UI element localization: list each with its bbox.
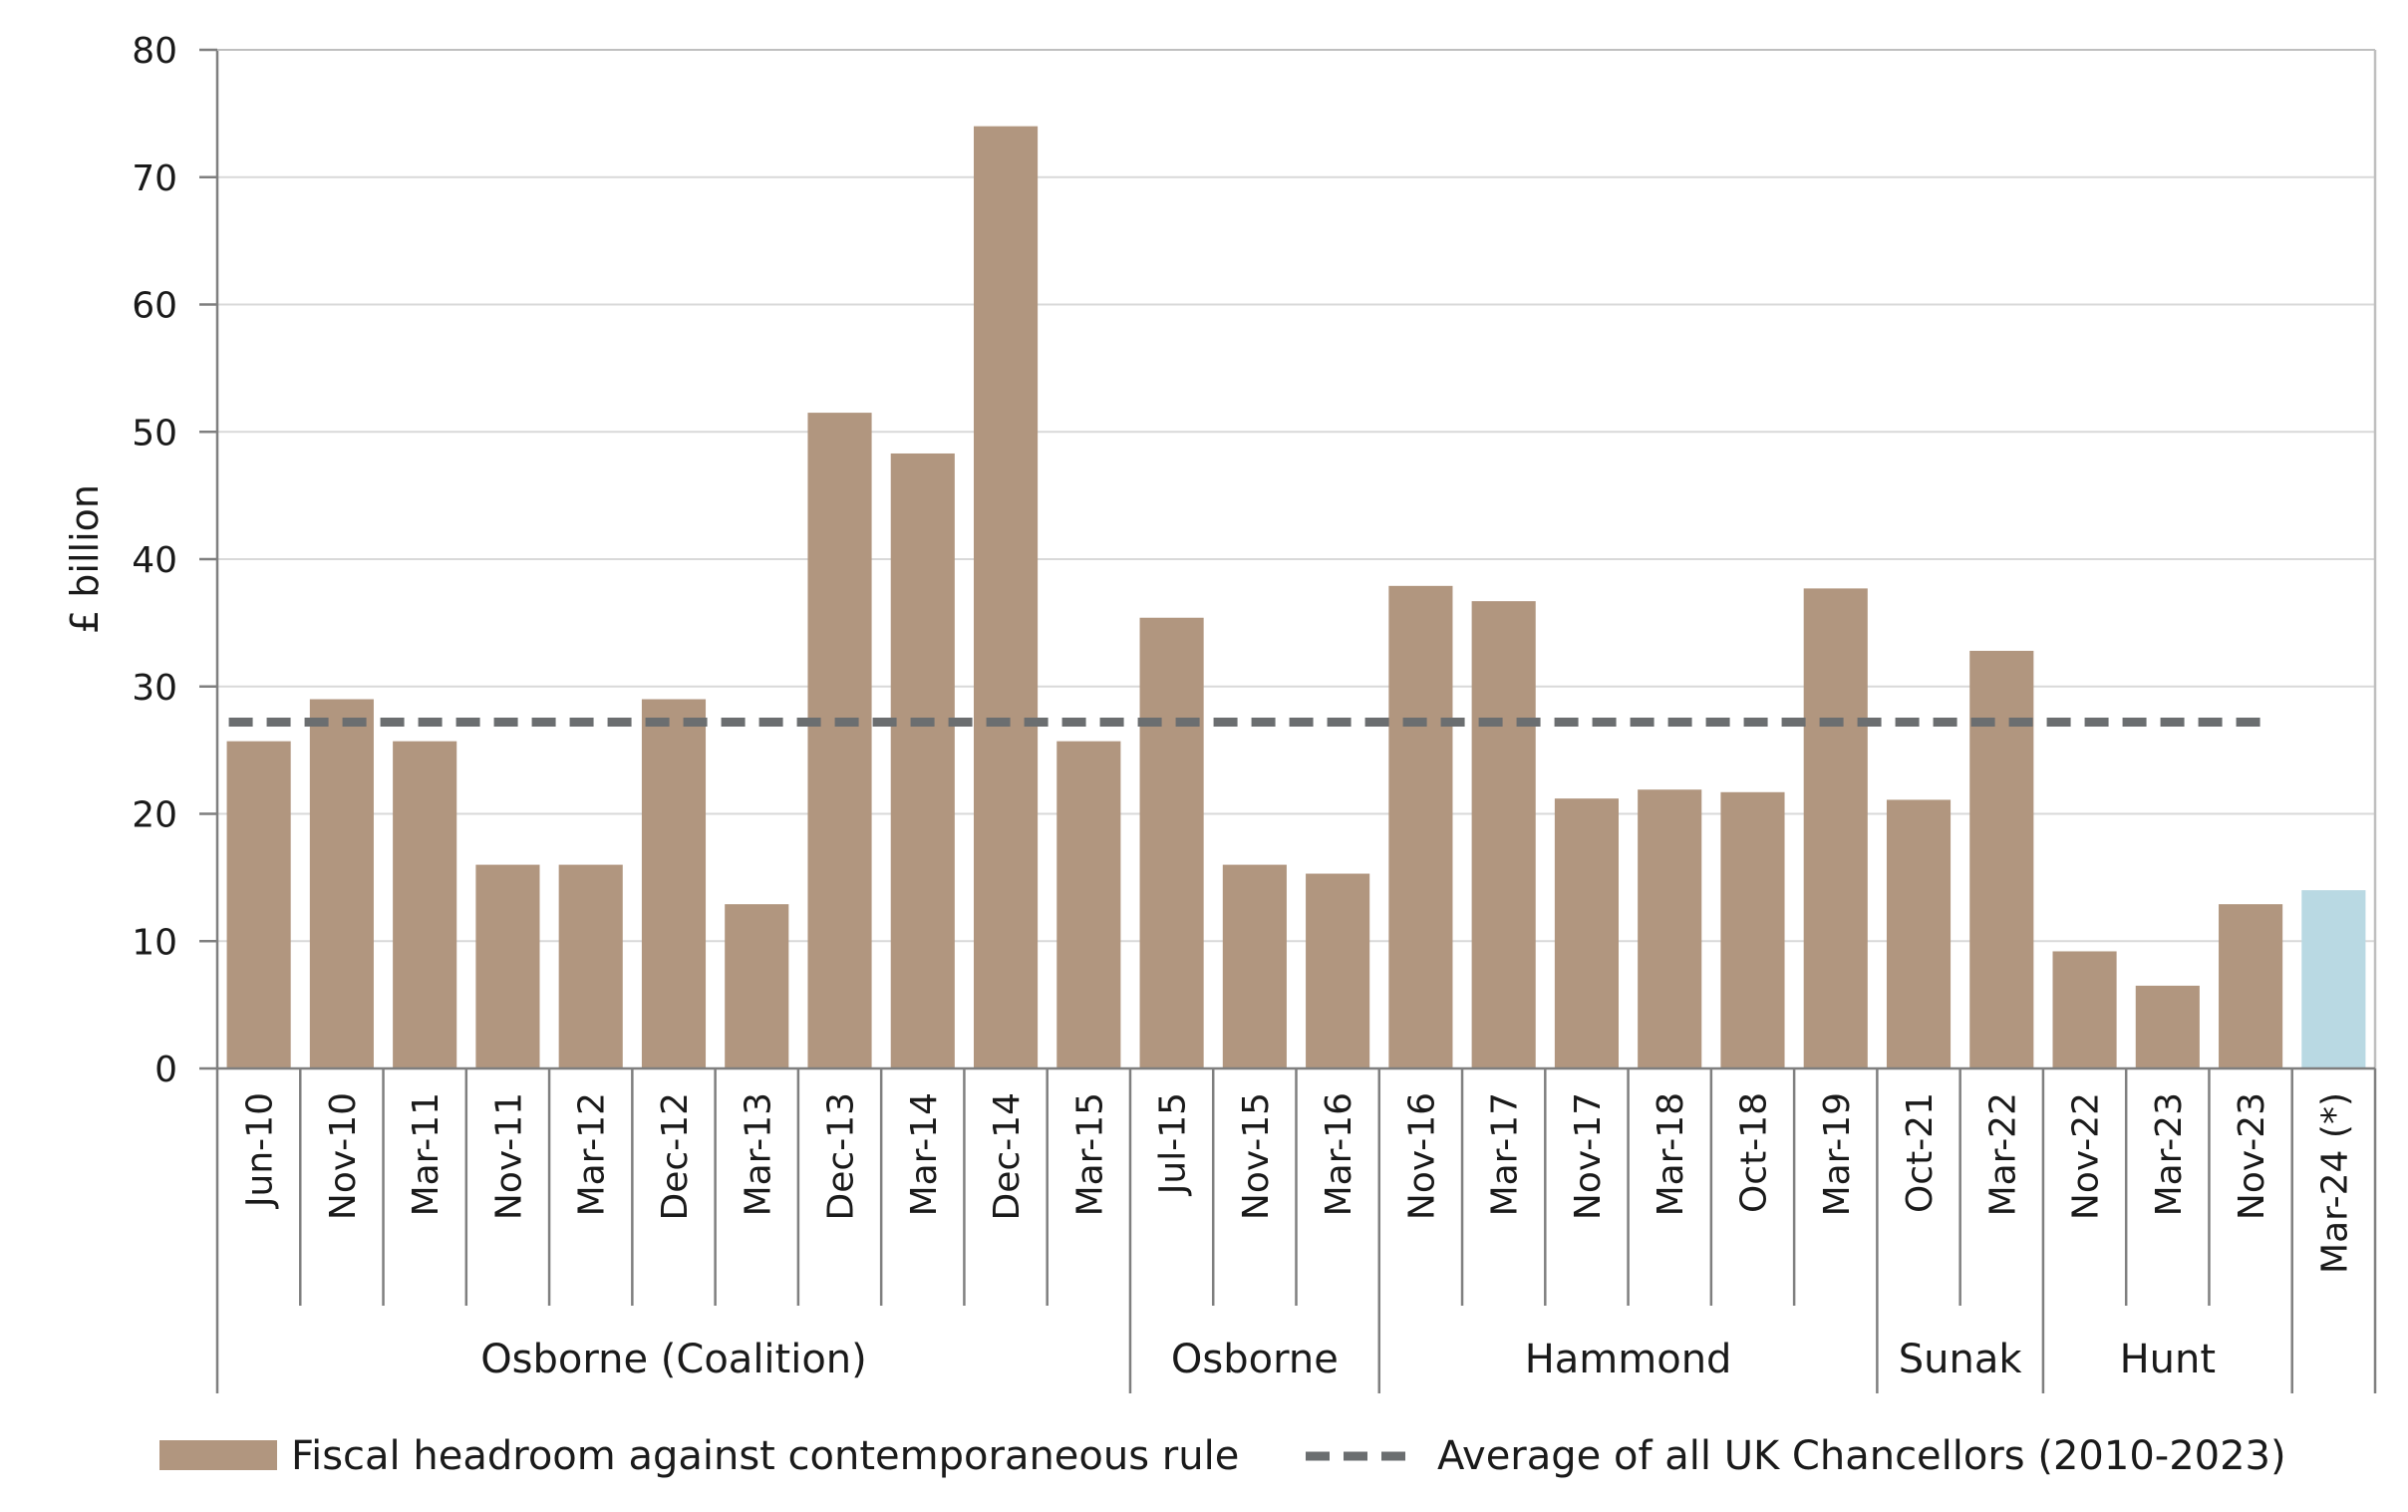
category-label: Jun-10 [240,1092,281,1209]
bar [2219,904,2283,1068]
category-label: Mar-22 [1982,1092,2023,1216]
bar [1306,873,1370,1068]
category-label: Mar-15 [1069,1092,1110,1216]
bar [2301,890,2366,1068]
bar [1554,798,1620,1068]
category-label: Dec-13 [821,1092,862,1220]
bar [309,699,374,1068]
group-label: Osborne (Coalition) [480,1337,867,1382]
category-label: Jul-15 [1153,1092,1194,1196]
category-label: Nov-22 [2066,1092,2107,1220]
bar [973,126,1039,1068]
y-tick-labels: 0 10 20 30 40 50 60 70 80 [132,31,177,1090]
bar [393,741,457,1068]
group-label: Osborne [1171,1337,1339,1382]
category-labels: Jun-10 Nov-10 Mar-11 Nov-11 Mar-12 Dec-12 Mar-… [240,1092,2356,1274]
bar [226,741,291,1068]
category-label: Nov-23 [2232,1092,2272,1220]
category-label: Dec-12 [655,1092,696,1220]
category-label: Mar-16 [1319,1092,1359,1216]
bars [226,126,2366,1068]
y-tick-label: 10 [132,922,177,963]
group-label: Hammond [1525,1337,1732,1382]
axes [199,48,2377,1393]
bar [1222,864,1287,1068]
category-label: Oct-21 [1900,1092,1941,1213]
category-label: Dec-14 [987,1092,1028,1220]
bar [1803,588,1868,1068]
y-tick-label: 70 [132,158,177,199]
category-label: Mar-13 [738,1092,778,1216]
category-label: Mar-19 [1817,1092,1858,1216]
bar [807,413,872,1068]
legend: Fiscal headroom against contemporaneous … [159,1433,2286,1479]
bar [475,864,540,1068]
legend-bar-label: Fiscal headroom against contemporaneous … [291,1433,1239,1479]
bar [2135,985,2200,1068]
bar [2052,951,2117,1068]
bar [1056,741,1121,1068]
bar [558,864,623,1068]
y-tick-label: 80 [132,31,177,72]
group-label: Sunak [1899,1337,2023,1382]
category-label: Nov-16 [1401,1092,1442,1220]
bar [1886,799,1952,1068]
bar [1139,617,1204,1068]
legend-bar-swatch [159,1440,277,1470]
group-label: Hunt [2120,1337,2216,1382]
category-label: Mar-17 [1485,1092,1526,1216]
category-label: Nov-17 [1568,1092,1609,1220]
y-tick-label: 30 [132,668,177,709]
y-tick-label: 20 [132,795,177,836]
category-label: Mar-12 [572,1092,613,1216]
bar [890,453,955,1068]
category-label: Mar-23 [2149,1092,2190,1216]
category-label: Mar-11 [406,1092,447,1216]
category-label: Mar-18 [1651,1092,1691,1216]
category-label: Mar-14 [904,1092,945,1216]
category-label: Nov-11 [488,1092,529,1220]
legend-line-label: Average of all UK Chancellors (2010-2023… [1437,1433,2286,1479]
category-label: Nov-15 [1236,1092,1277,1220]
bar [1638,789,1702,1068]
bar [641,699,707,1068]
gridlines [217,49,2375,943]
y-axis-title: £ billion [63,484,107,634]
category-label: Nov-10 [323,1092,364,1220]
category-label: Oct-18 [1733,1092,1774,1213]
bar [1471,601,1536,1068]
bar [725,904,789,1068]
bar [1388,585,1453,1068]
y-tick-label: 0 [154,1050,177,1090]
chancellor-groups: Osborne (Coalition) Osborne Hammond Sunak Hu… [480,1337,2216,1382]
bar [1720,791,1785,1068]
category-label: Mar-24 (*) [2314,1092,2355,1274]
y-tick-label: 40 [132,540,177,581]
y-tick-label: 60 [132,286,177,327]
y-tick-label: 50 [132,413,177,454]
bar [1969,650,2034,1068]
